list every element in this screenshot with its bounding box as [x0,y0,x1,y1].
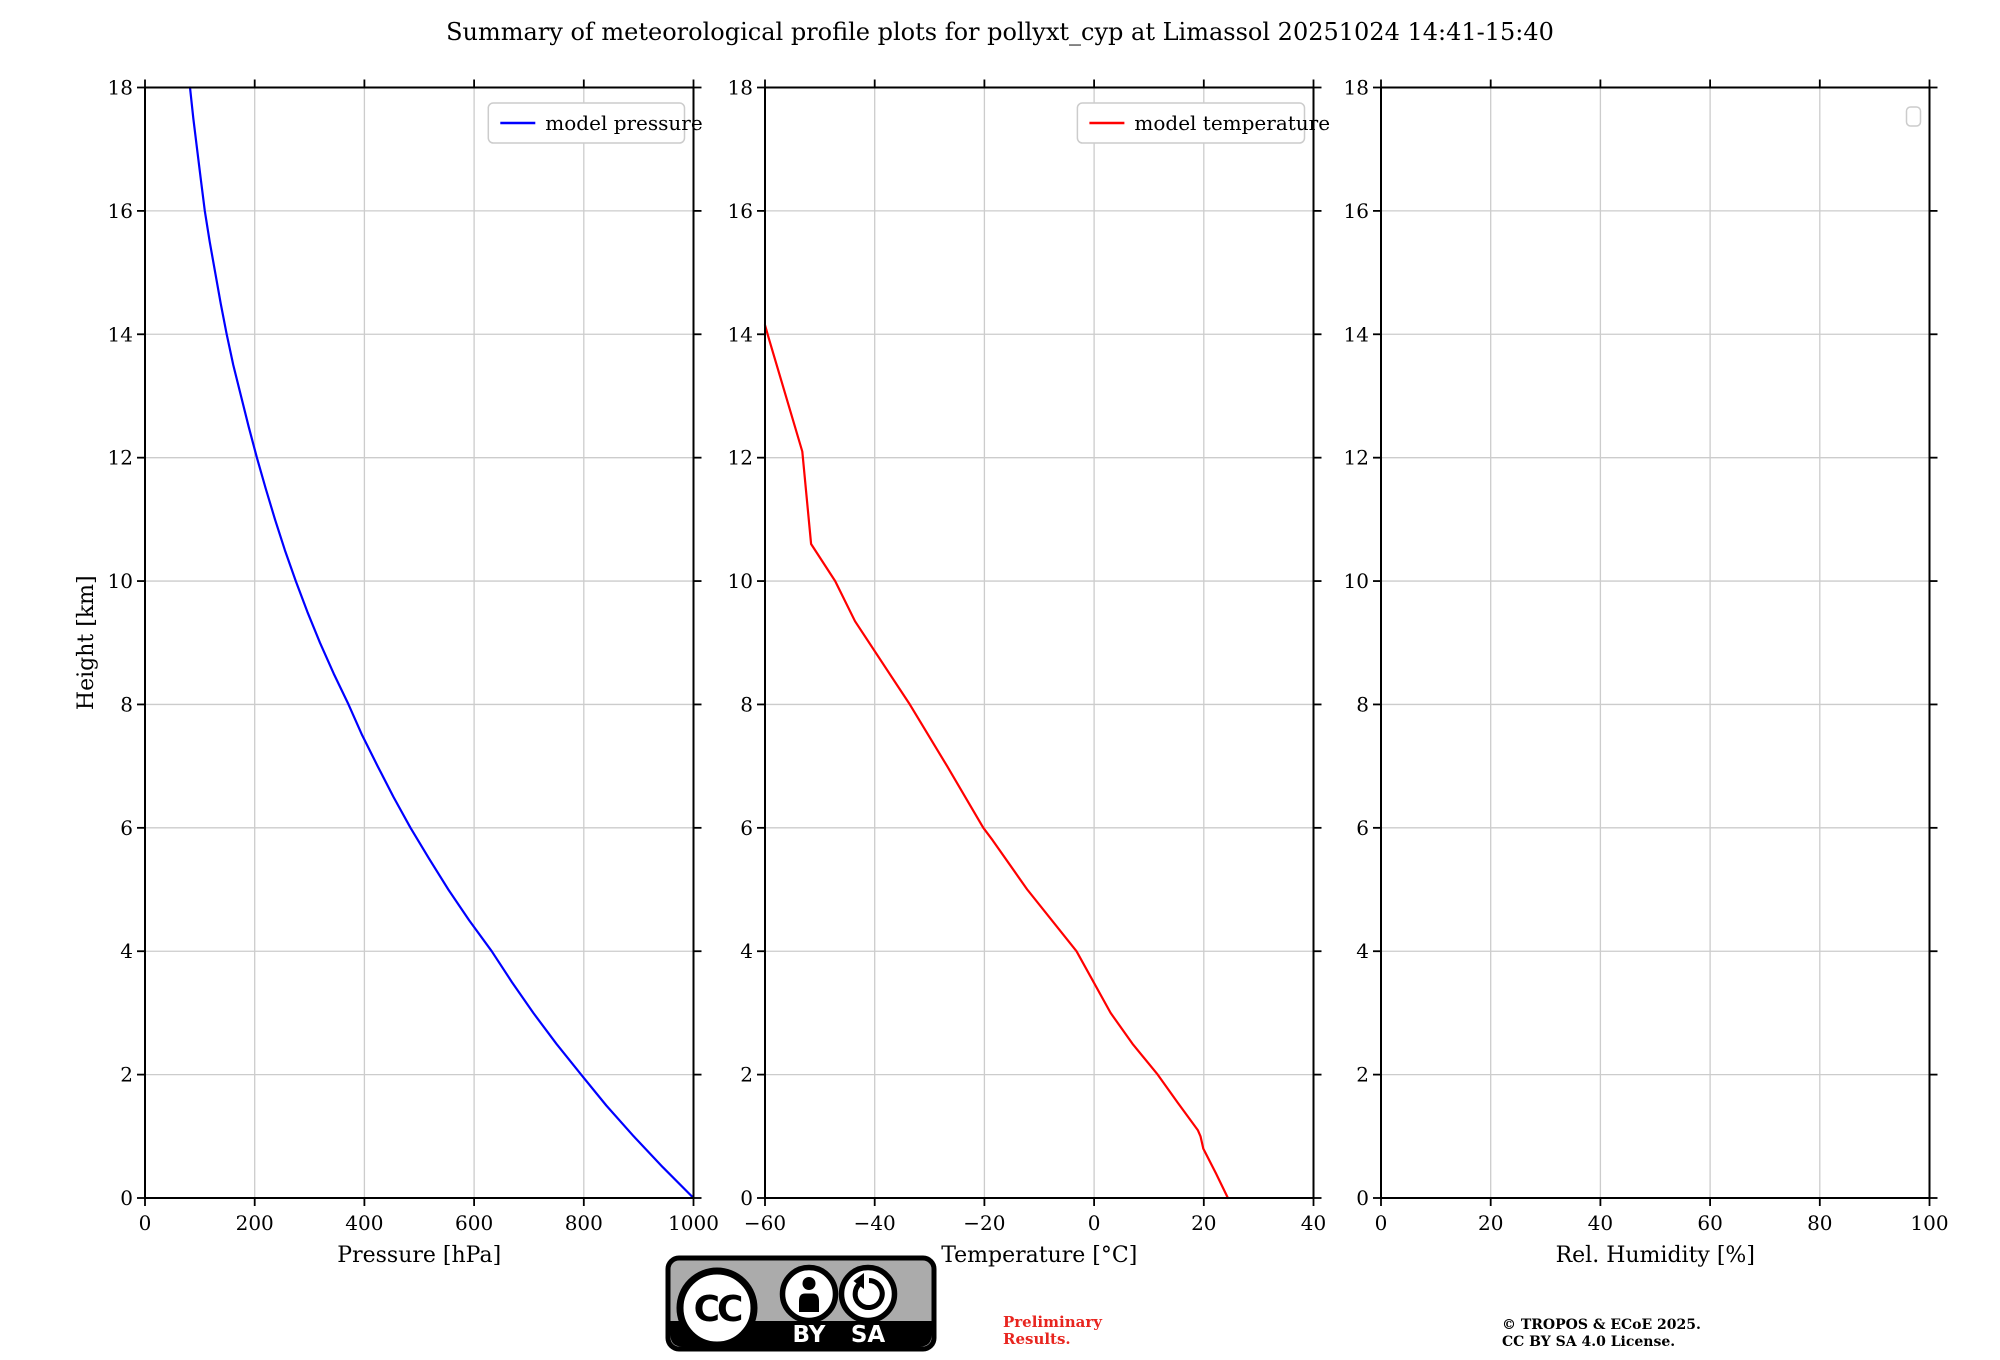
y-tick-label: 2 [740,1063,753,1087]
y-tick-label: 12 [108,446,133,470]
y-tick-label: 6 [120,816,133,840]
plot-border [144,86,695,1199]
x-tick-label: 20 [1191,1211,1216,1235]
sa-arrow-icon [838,1264,898,1324]
subplot-pressure: 0 200 400 600 800 1000 0 2 4 6 8 10 12 14 16 18 Pressure… [74,76,719,1269]
x-tick-label: 40 [1301,1211,1326,1235]
copyright-note: © TROPOS & ECoE 2025. CC BY SA 4.0 Licen… [1502,1317,1701,1351]
y-tick-label: 2 [1356,1063,1369,1087]
preliminary-line-2: Results. [1003,1330,1071,1348]
plot-border [1380,86,1931,1199]
y-tick-label: 4 [120,939,133,963]
y-tick-label: 12 [728,446,753,470]
y-tick-label: 0 [1356,1186,1369,1210]
y-tick-label: 18 [728,76,753,100]
y-tick-label: 6 [1356,816,1369,840]
page-title: Summary of meteorological profile plots … [446,18,1554,46]
x-tick-label: 100 [1910,1211,1948,1235]
y-tick-label: 4 [740,939,753,963]
x-tick-label: 0 [139,1211,152,1235]
y-tick-label: 2 [120,1063,133,1087]
preliminary-note: Preliminary Results. [1003,1314,1102,1348]
x-tick-label: 80 [1807,1211,1832,1235]
legend-label: model temperature [1134,111,1330,135]
y-tick-label: 18 [1344,76,1369,100]
x-tick-label: 800 [565,1211,603,1235]
legend-box-empty [1905,106,1922,127]
by-person-head [802,1277,816,1290]
legend-label: model pressure [545,111,702,135]
sa-arrow-arc [852,1278,885,1310]
pressure-x-axis-label: Pressure [hPa] [337,1243,501,1268]
y-tick-label: 16 [108,199,133,223]
x-tick-label: 600 [455,1211,493,1235]
cc-by-sa-logo: CC BY SA [665,1255,937,1352]
y-tick-label: 10 [108,569,133,593]
preliminary-line-1: Preliminary [1003,1313,1102,1331]
y-tick-label: 10 [728,569,753,593]
sa-label: SA [851,1322,886,1348]
x-tick-label: 20 [1478,1211,1503,1235]
y-tick-label: 0 [120,1186,133,1210]
y-tick-label: 18 [108,76,133,100]
temperature-x-axis-label: Temperature [°C] [941,1243,1137,1268]
by-person-body [799,1293,819,1312]
legend-pressure: model pressure [487,102,703,144]
x-tick-label: −20 [963,1211,1005,1235]
x-tick-label: 0 [1375,1211,1388,1235]
x-tick-label: 40 [1588,1211,1613,1235]
y-tick-label: 12 [1344,446,1369,470]
cc-icon-label: CC [694,1289,742,1330]
y-tick-label: 16 [1344,199,1369,223]
pressure-curve [188,86,695,1200]
legend-temperature: model temperature [1076,102,1330,144]
x-tick-label: 1000 [668,1211,719,1235]
y-tick-label: 14 [1344,322,1369,346]
copyright-line-1: © TROPOS & ECoE 2025. [1502,1317,1701,1333]
copyright-line-2: CC BY SA 4.0 License. [1502,1334,1676,1350]
legend-box [487,102,686,144]
x-tick-label: 400 [345,1211,383,1235]
cc-license-badge: CC BY SA [665,1255,937,1352]
y-tick-label: 8 [120,692,133,716]
humidity-x-axis-label: Rel. Humidity [%] [1556,1243,1755,1268]
subplot-temperature: −60 −40 −20 0 20 40 0 2 4 6 8 10 12 14 16 18 Temperature… [728,76,1331,1269]
y-tick-label: 10 [1344,569,1369,593]
y-tick-label: 6 [740,816,753,840]
by-label: BY [793,1322,826,1348]
sa-arrow-head [853,1273,864,1289]
y-tick-label: 14 [728,322,753,346]
x-tick-label: 200 [236,1211,274,1235]
y-tick-label: 14 [108,322,133,346]
plot-border [764,86,1315,1199]
y-tick-label: 8 [740,692,753,716]
y-tick-label: 8 [1356,692,1369,716]
temperature-curve [763,323,1230,1200]
x-tick-label: 0 [1088,1211,1101,1235]
y-tick-label: 16 [728,199,753,223]
x-tick-label: −40 [854,1211,896,1235]
subplot-humidity: 0 20 40 60 80 100 0 2 4 6 8 10 12 14 16 18 Rel. Humidity… [1344,76,1949,1269]
cc-icon [676,1267,758,1349]
x-tick-label: 60 [1697,1211,1722,1235]
legend-box [1076,102,1306,144]
y-tick-label: 4 [1356,939,1369,963]
x-tick-label: −60 [744,1211,786,1235]
y-tick-label: 0 [740,1186,753,1210]
y-axis-label: Height [km] [74,575,99,710]
